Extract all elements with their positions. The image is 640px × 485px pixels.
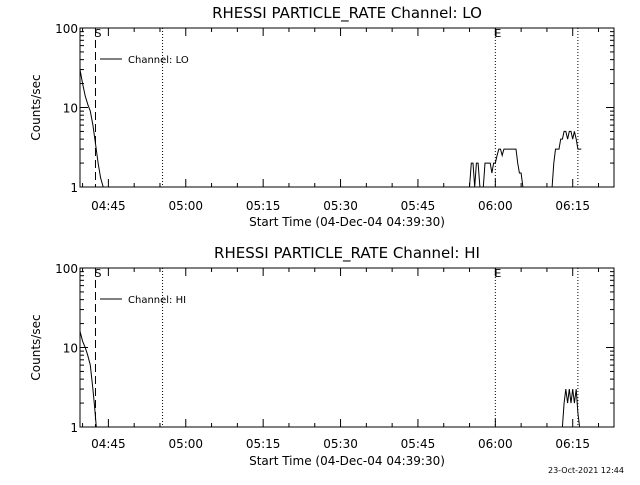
x-tick-label: 05:15 — [246, 199, 281, 213]
x-tick-label: 06:00 — [478, 437, 513, 451]
legend-label: Channel: LO — [128, 55, 189, 66]
event-marker-label: S — [94, 27, 101, 40]
x-tick-label: 05:45 — [401, 437, 436, 451]
series-line — [79, 331, 97, 428]
timestamp-stamp: 23-Oct-2021 12:44 — [548, 466, 624, 475]
y-tick-label: 1 — [70, 421, 78, 435]
event-marker-label: S — [94, 267, 101, 280]
y-axis-label: Counts/sec — [29, 314, 43, 380]
event-marker-label: E — [494, 267, 501, 280]
x-tick-label: 05:00 — [168, 199, 203, 213]
y-tick-label: 10 — [63, 342, 78, 356]
legend-label: Channel: HI — [128, 295, 186, 306]
series-line — [469, 148, 524, 188]
x-tick-label: 05:45 — [401, 199, 436, 213]
y-axis-label: Counts/sec — [29, 74, 43, 140]
x-tick-label: 05:30 — [323, 437, 358, 451]
x-axis-label: Start Time (04-Dec-04 04:39:30) — [249, 215, 445, 229]
event-marker-label: E — [494, 27, 501, 40]
x-axis-label: Start Time (04-Dec-04 04:39:30) — [249, 454, 445, 468]
y-tick-label: 1 — [70, 181, 78, 195]
x-tick-label: 05:15 — [246, 437, 281, 451]
x-tick-label: 06:15 — [555, 199, 590, 213]
x-tick-label: 05:00 — [168, 437, 203, 451]
plot-frame — [79, 27, 615, 188]
y-tick-label: 10 — [63, 102, 78, 116]
series-line — [551, 130, 582, 188]
x-tick-label: 06:00 — [478, 199, 513, 213]
x-tick-label: 04:45 — [91, 437, 126, 451]
chart-title: RHESSI PARTICLE_RATE Channel: HI — [214, 244, 480, 263]
x-tick-label: 04:45 — [91, 199, 126, 213]
chart-title: RHESSI PARTICLE_RATE Channel: LO — [212, 4, 482, 23]
x-tick-label: 06:15 — [555, 437, 590, 451]
plot-frame — [79, 267, 615, 428]
y-tick-label: 100 — [55, 22, 78, 36]
series-line — [561, 389, 581, 428]
series-line — [79, 69, 104, 188]
x-tick-label: 05:30 — [323, 199, 358, 213]
y-tick-label: 100 — [55, 262, 78, 276]
